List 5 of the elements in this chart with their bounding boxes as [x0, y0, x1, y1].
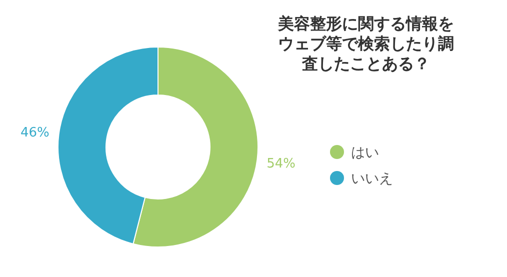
- legend-label: いいえ: [351, 171, 393, 187]
- chart-title: 美容整形に関する情報をウェブ等で検索したり調査したことある？: [276, 14, 455, 74]
- legend-label: はい: [351, 145, 379, 161]
- data-label: 54%: [266, 156, 296, 172]
- data-label: 46%: [20, 125, 50, 140]
